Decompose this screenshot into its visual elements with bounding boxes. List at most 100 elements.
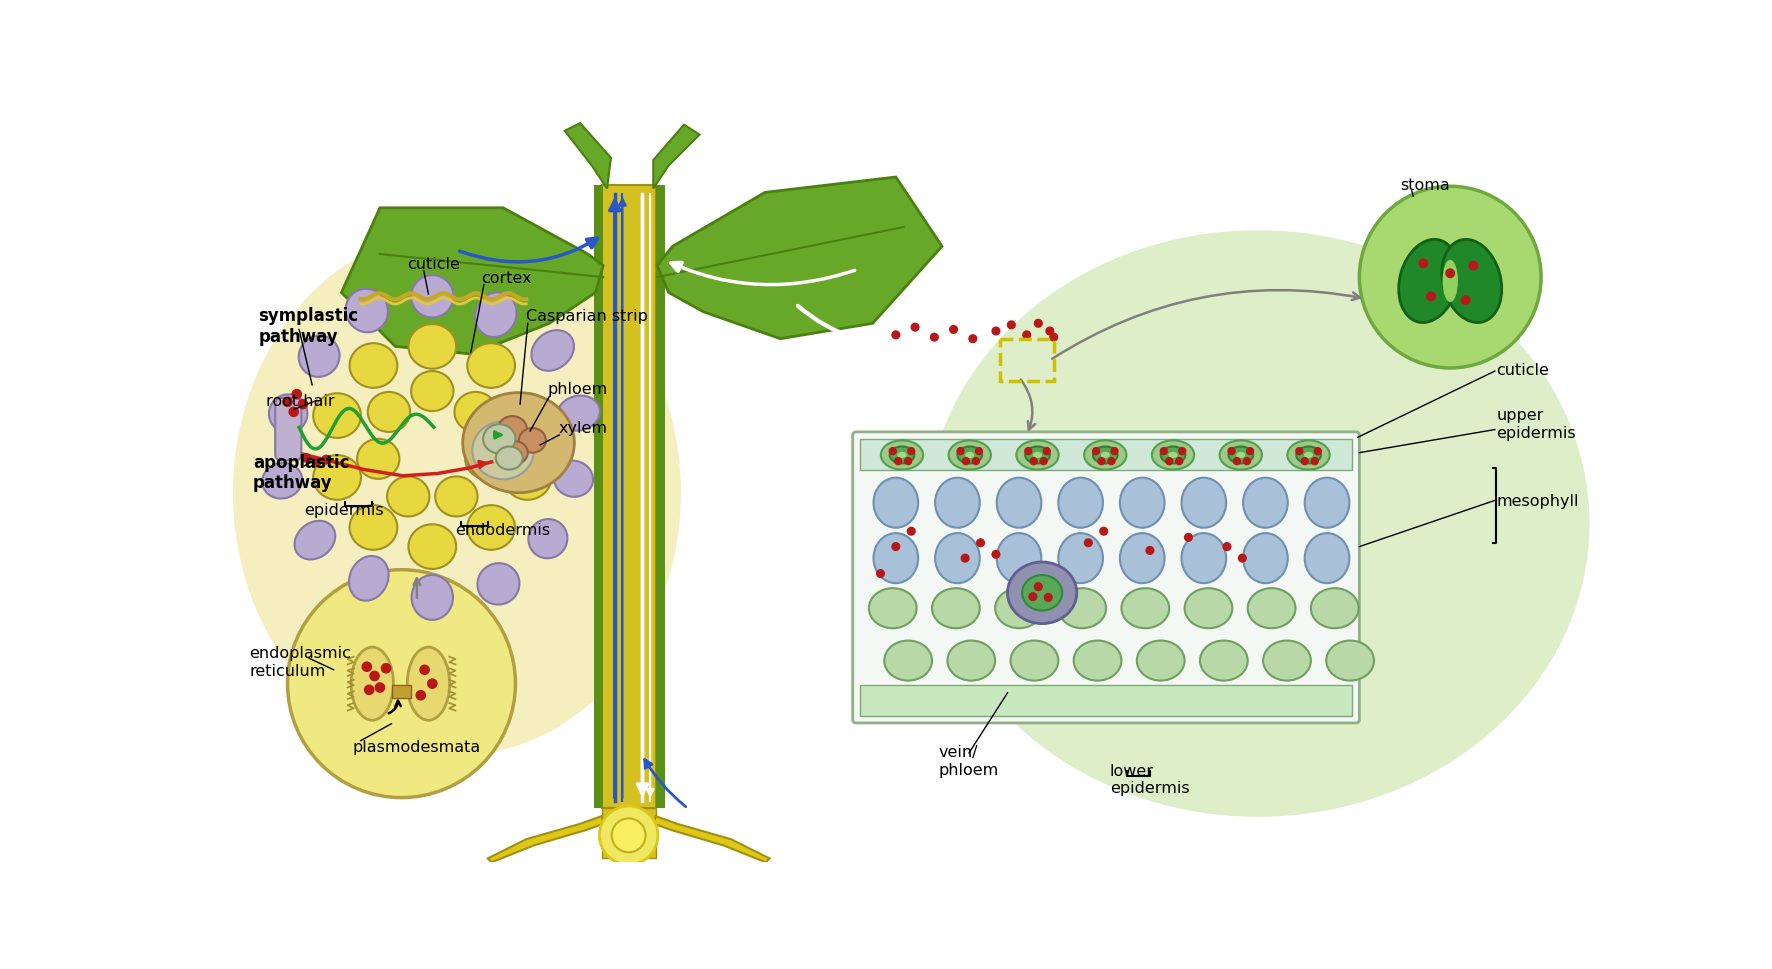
Circle shape [1166, 458, 1173, 465]
Ellipse shape [454, 392, 496, 432]
Ellipse shape [932, 588, 980, 629]
Ellipse shape [936, 534, 980, 583]
Polygon shape [487, 816, 602, 862]
Ellipse shape [475, 293, 517, 337]
Ellipse shape [468, 344, 516, 389]
Circle shape [1315, 449, 1322, 455]
Circle shape [960, 554, 969, 562]
Text: cuticle: cuticle [408, 257, 459, 271]
Bar [656, 185, 664, 808]
Ellipse shape [1017, 441, 1058, 470]
Circle shape [1228, 449, 1235, 455]
Circle shape [976, 449, 982, 455]
Ellipse shape [503, 455, 551, 500]
Ellipse shape [411, 372, 454, 412]
Circle shape [1108, 458, 1115, 465]
Circle shape [1301, 458, 1308, 465]
Circle shape [1035, 583, 1042, 591]
Bar [392, 685, 411, 698]
Text: stoma: stoma [1400, 178, 1449, 193]
Circle shape [370, 672, 379, 681]
Ellipse shape [484, 424, 516, 453]
Circle shape [416, 691, 425, 701]
Bar [602, 185, 656, 808]
Circle shape [907, 528, 914, 536]
Ellipse shape [1084, 441, 1127, 470]
Ellipse shape [473, 422, 533, 480]
Ellipse shape [996, 588, 1044, 629]
Ellipse shape [501, 442, 528, 465]
Circle shape [992, 551, 999, 558]
Circle shape [298, 400, 308, 409]
Ellipse shape [358, 439, 399, 480]
Ellipse shape [1304, 534, 1348, 583]
Ellipse shape [1138, 641, 1184, 681]
Ellipse shape [1168, 453, 1178, 458]
Ellipse shape [262, 463, 303, 499]
Ellipse shape [408, 647, 450, 721]
Ellipse shape [948, 641, 996, 681]
Ellipse shape [874, 478, 918, 528]
Ellipse shape [269, 395, 307, 433]
FancyBboxPatch shape [852, 432, 1359, 723]
Circle shape [1111, 449, 1118, 455]
Bar [594, 185, 602, 808]
Polygon shape [657, 178, 943, 339]
Polygon shape [654, 816, 769, 862]
Ellipse shape [948, 441, 991, 470]
Ellipse shape [1100, 453, 1109, 458]
Circle shape [1426, 293, 1435, 301]
Circle shape [1093, 449, 1099, 455]
Ellipse shape [468, 506, 516, 550]
Ellipse shape [1228, 447, 1253, 464]
Text: mesophyll: mesophyll [1496, 493, 1579, 509]
Ellipse shape [1122, 588, 1170, 629]
Ellipse shape [349, 506, 397, 550]
Ellipse shape [884, 641, 932, 681]
Ellipse shape [1244, 534, 1288, 583]
Circle shape [289, 408, 298, 417]
Ellipse shape [408, 325, 455, 369]
Ellipse shape [1152, 441, 1194, 470]
Circle shape [1084, 540, 1092, 547]
Text: plasmodesmata: plasmodesmata [353, 739, 482, 755]
Circle shape [1022, 331, 1031, 339]
Ellipse shape [1033, 453, 1042, 458]
Circle shape [1244, 458, 1251, 465]
Circle shape [1184, 534, 1193, 542]
Ellipse shape [1311, 588, 1359, 629]
Circle shape [1146, 547, 1154, 554]
Ellipse shape [386, 477, 429, 516]
Bar [602, 808, 656, 859]
Text: cortex: cortex [482, 270, 532, 285]
Text: xylem: xylem [558, 421, 608, 435]
Circle shape [1161, 449, 1168, 455]
Ellipse shape [874, 534, 918, 583]
Circle shape [969, 335, 976, 343]
Ellipse shape [519, 428, 546, 453]
Ellipse shape [1161, 447, 1185, 464]
Ellipse shape [314, 393, 361, 438]
Circle shape [1462, 297, 1469, 305]
Circle shape [992, 328, 999, 335]
Ellipse shape [466, 439, 507, 480]
Ellipse shape [477, 564, 519, 605]
Ellipse shape [1008, 562, 1077, 624]
Circle shape [950, 327, 957, 334]
Ellipse shape [957, 447, 982, 464]
Ellipse shape [1304, 478, 1348, 528]
Ellipse shape [1325, 641, 1373, 681]
Circle shape [1239, 554, 1246, 562]
Circle shape [1233, 458, 1240, 465]
Ellipse shape [1120, 534, 1164, 583]
Circle shape [365, 685, 374, 695]
Ellipse shape [966, 453, 975, 458]
Ellipse shape [1442, 240, 1501, 324]
Circle shape [1049, 334, 1058, 342]
Text: endoplasmic
reticulum: endoplasmic reticulum [250, 645, 351, 678]
Circle shape [1044, 449, 1051, 455]
Ellipse shape [411, 576, 454, 620]
Circle shape [1311, 458, 1318, 465]
Text: epidermis: epidermis [305, 503, 385, 517]
Text: root hair: root hair [266, 393, 335, 408]
